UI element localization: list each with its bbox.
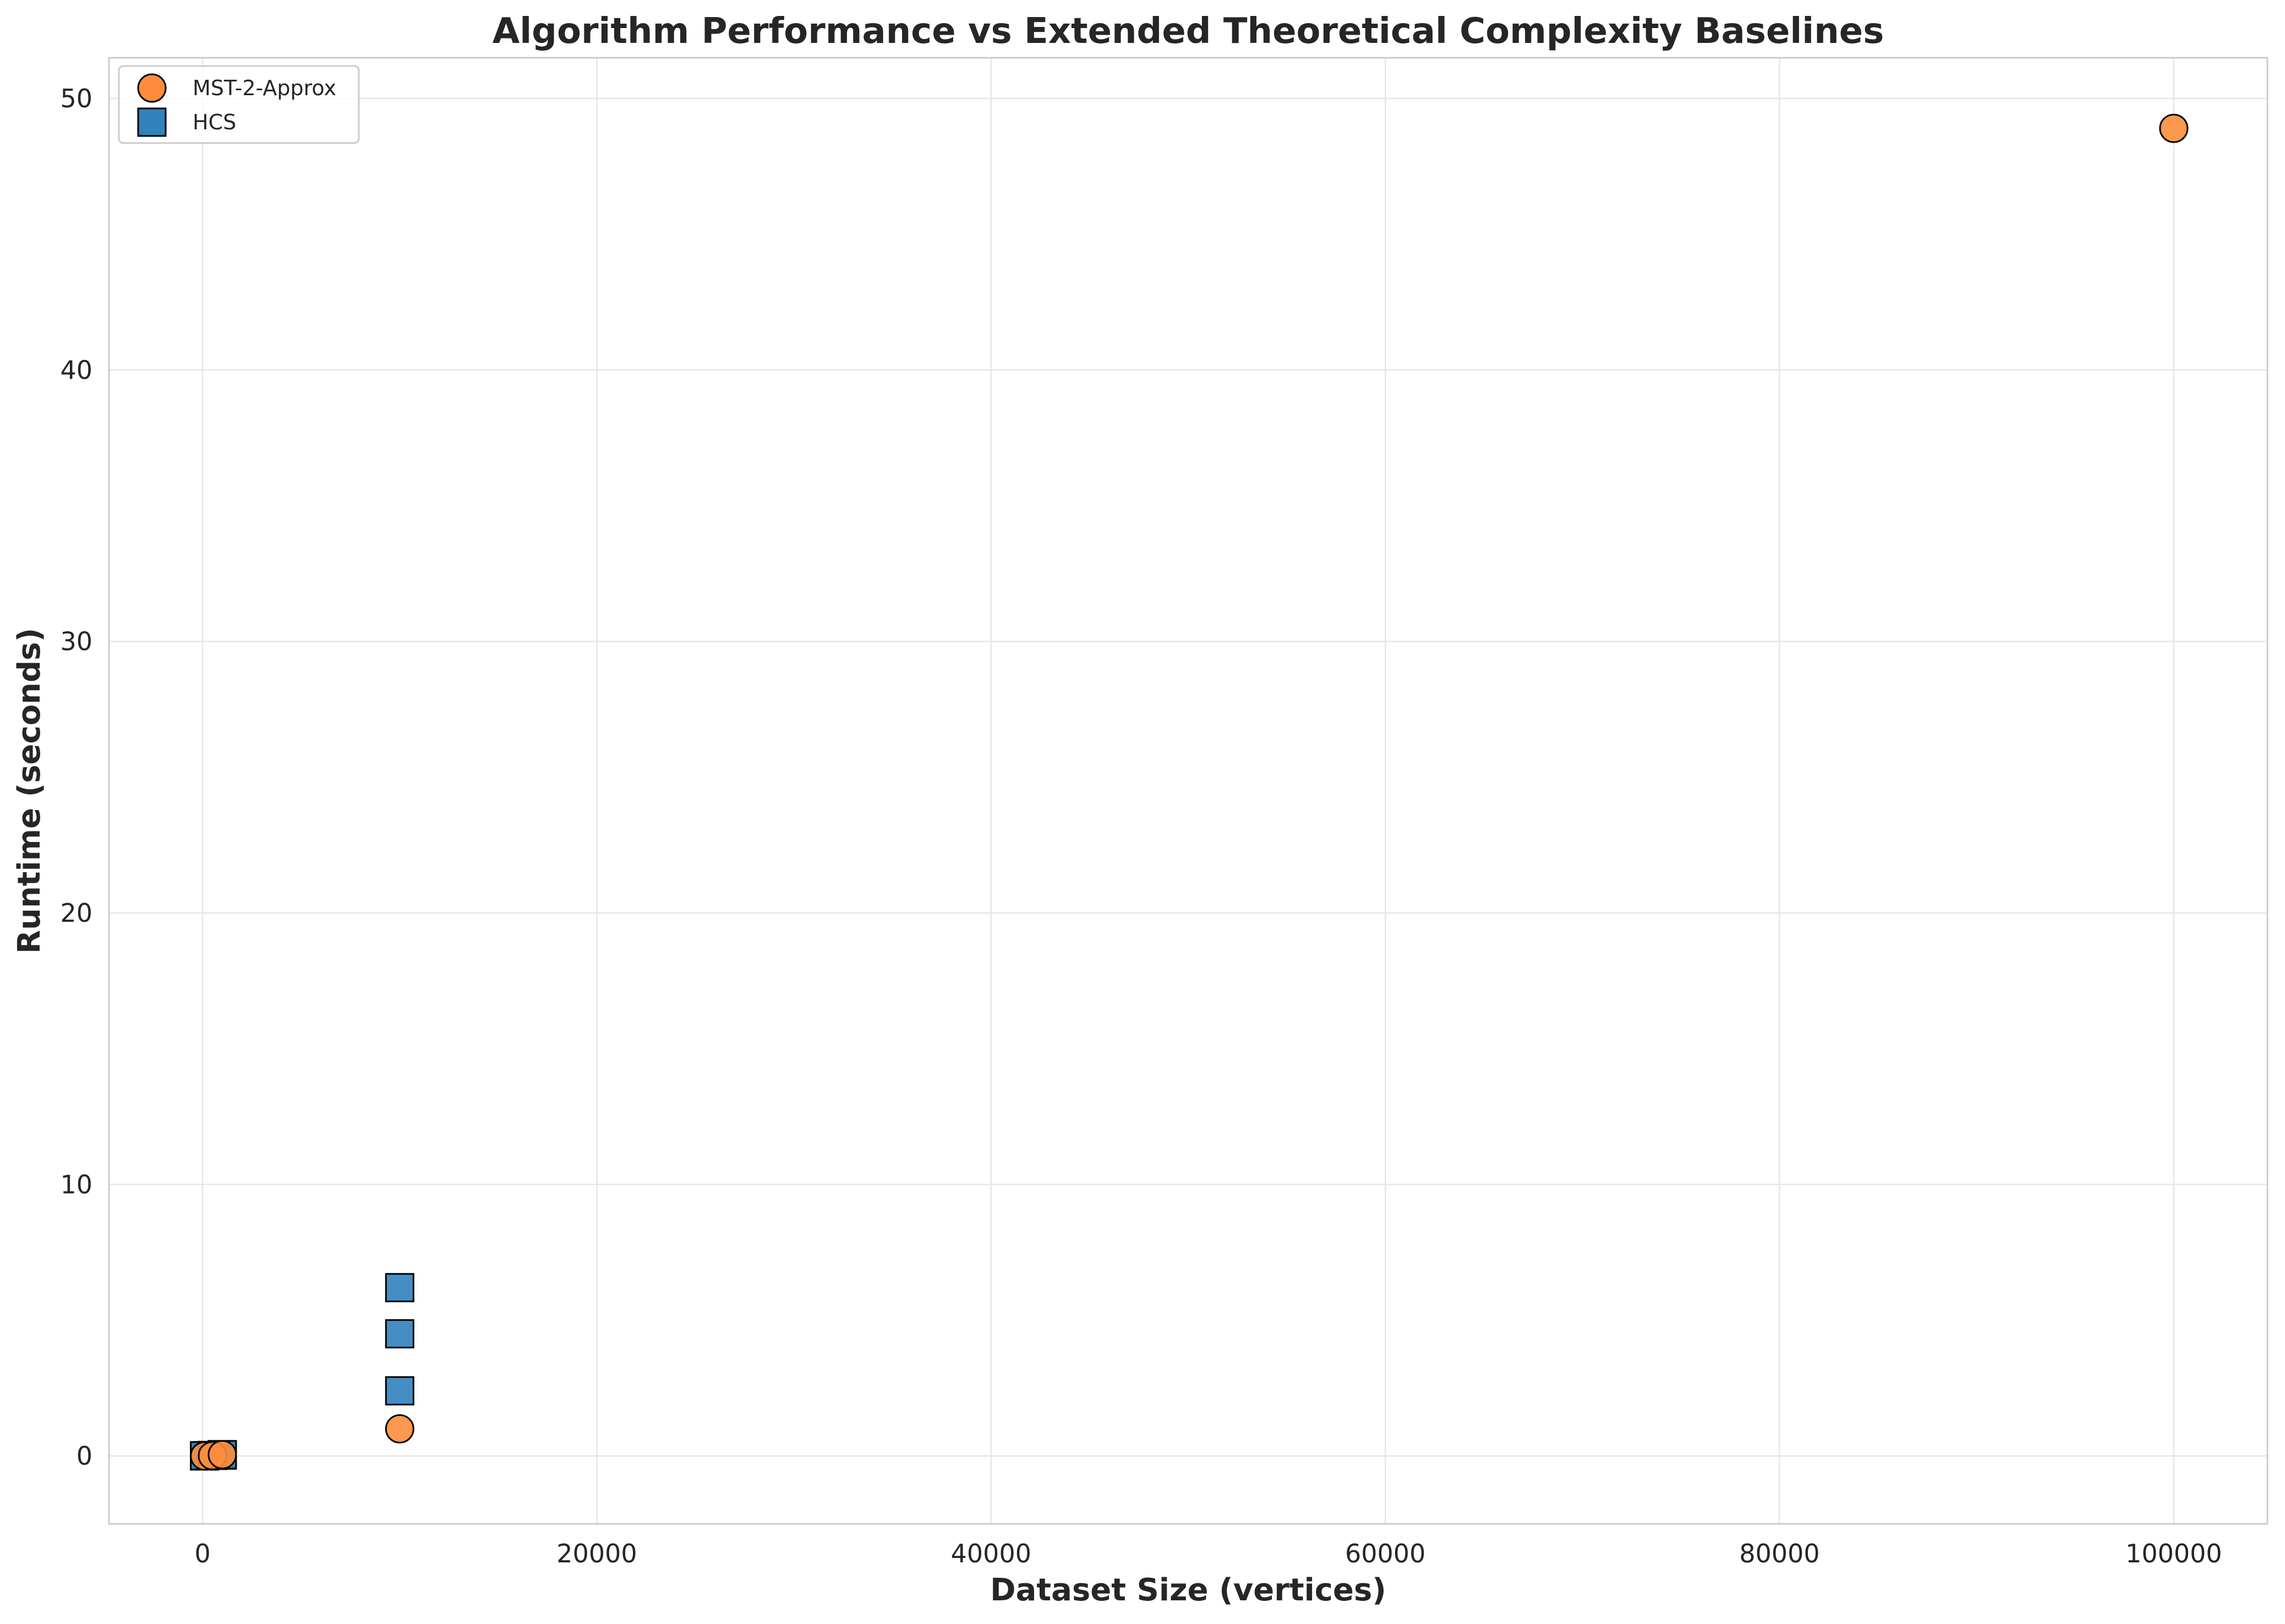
legend-marker-hcs — [137, 107, 167, 137]
y-tick-label: 30 — [60, 627, 92, 657]
y-axis-label: Runtime (seconds) — [12, 628, 47, 954]
x-tick-label: 20000 — [556, 1539, 637, 1568]
x-tick-label: 0 — [194, 1539, 210, 1568]
legend: MST-2-Approx HCS — [118, 65, 360, 144]
legend-marker-mst — [137, 73, 167, 103]
x-axis-label: Dataset Size (vertices) — [990, 1572, 1386, 1608]
chart-title: Algorithm Performance vs Extended Theore… — [493, 11, 1884, 52]
tick-labels: 0 20000 40000 60000 80000 100000 0 10 20 30 40 50 — [60, 84, 2222, 1568]
data-points — [190, 113, 2189, 1471]
y-tick-label: 10 — [60, 1169, 92, 1199]
x-tick-label: 60000 — [1345, 1539, 1425, 1568]
y-tick-label: 20 — [60, 898, 92, 928]
data-point-hcs — [385, 1273, 414, 1303]
x-tick-label: 40000 — [951, 1539, 1031, 1568]
plot-frame — [108, 57, 2268, 1525]
y-tick-label: 40 — [60, 355, 92, 385]
y-tick-label: 0 — [76, 1441, 92, 1471]
data-point-mst-2-approx — [2159, 113, 2189, 143]
y-tick-label: 50 — [60, 84, 92, 113]
x-tick-label: 100000 — [2125, 1539, 2222, 1568]
data-point-mst-2-approx — [207, 1440, 237, 1469]
legend-label-hcs: HCS — [193, 110, 236, 134]
data-point-hcs — [385, 1376, 414, 1406]
grid-lines — [109, 58, 2267, 1524]
legend-label-mst: MST-2-Approx — [193, 76, 336, 100]
data-point-hcs — [385, 1319, 414, 1349]
x-tick-label: 80000 — [1739, 1539, 1819, 1568]
legend-box — [118, 65, 360, 144]
data-point-mst-2-approx — [385, 1414, 414, 1443]
